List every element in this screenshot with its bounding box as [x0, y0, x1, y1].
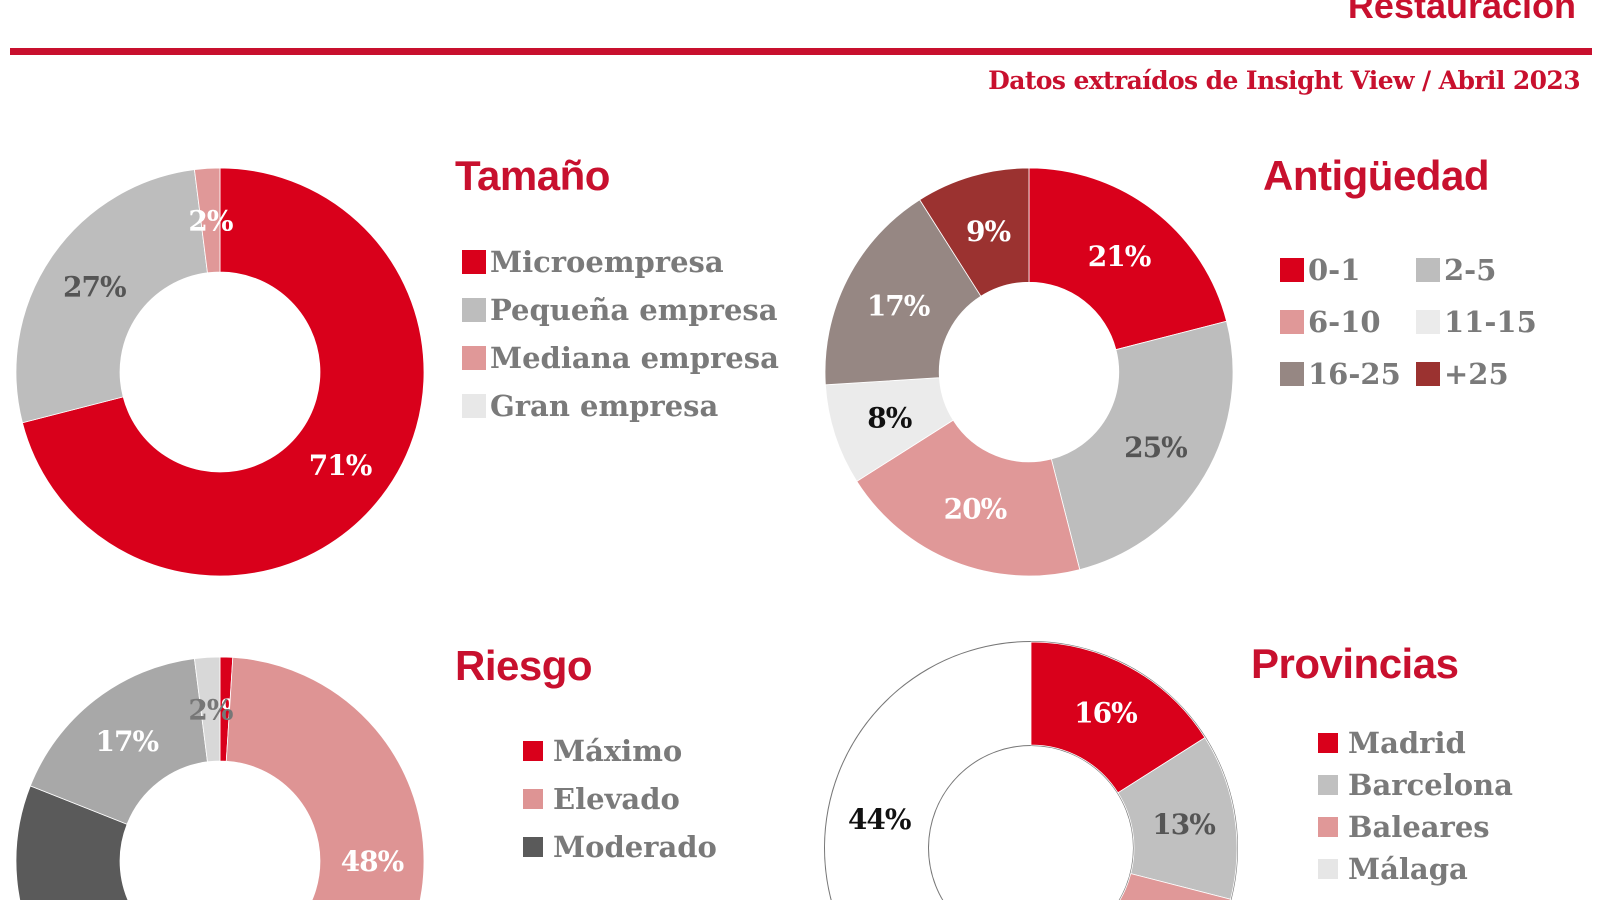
legend-item-0-1: 0-1 — [1280, 244, 1416, 296]
slice-moderado — [15, 785, 129, 900]
legend-swatch — [1416, 362, 1440, 386]
slice-microempresa — [21, 167, 425, 577]
page-title: Restauración — [1347, 0, 1576, 26]
legend-swatch — [462, 346, 486, 370]
slice-label-microempresa: 71% — [309, 449, 372, 482]
legend-item-baleares: Baleares — [1318, 806, 1513, 848]
legend-swatch — [1280, 362, 1304, 386]
chart-title-riesgo: Riesgo — [455, 642, 593, 689]
legend-label: Madrid — [1348, 726, 1466, 760]
legend-item-2-5: 2-5 — [1416, 244, 1552, 296]
legend-item-maximo: Máximo — [523, 727, 717, 775]
slice-label-6-10: 20% — [944, 493, 1007, 526]
legend-swatch — [1318, 859, 1338, 879]
donut-chart-tamano: 71% 27% 2% — [15, 167, 425, 577]
legend-label: Moderado — [553, 830, 717, 864]
legend-label: Microempresa — [490, 245, 724, 279]
legend-label: Elevado — [553, 782, 680, 816]
legend-item-moderado: Moderado — [523, 823, 717, 871]
legend-label: Barcelona — [1348, 768, 1513, 802]
slice-mediana-empresa — [193, 167, 221, 274]
legend-label: 16-25 — [1308, 357, 1401, 391]
chart-title-provincias: Provincias — [1251, 640, 1459, 687]
legend-swatch — [462, 298, 486, 322]
legend-label: 2-5 — [1444, 253, 1497, 287]
legend-swatch — [1280, 310, 1304, 334]
slice-label-25: 9% — [966, 215, 1010, 248]
slice-label-barcelona: 13% — [1152, 808, 1215, 841]
legend-item-malaga: Málaga — [1318, 848, 1513, 890]
legend-antiguedad: 0-1 2-5 6-10 11-15 16-25 +25 — [1280, 244, 1552, 400]
legend-swatch — [1280, 258, 1304, 282]
legend-swatch — [1416, 310, 1440, 334]
legend-swatch — [523, 741, 543, 761]
legend-label: Baleares — [1348, 810, 1490, 844]
donut-chart-provincias: 16% 13% 44% — [824, 641, 1238, 900]
legend-swatch — [1318, 775, 1338, 795]
legend-label: 6-10 — [1308, 305, 1381, 339]
legend-riesgo: Máximo Elevado Moderado — [523, 727, 717, 871]
legend-item-pequena-empresa: Pequeña empresa — [462, 286, 779, 334]
legend-item-6-10: 6-10 — [1280, 296, 1416, 348]
legend-item-gran-empresa: Gran empresa — [462, 382, 779, 430]
legend-swatch — [1318, 817, 1338, 837]
slice-label-pequena-empresa: 27% — [63, 271, 126, 304]
slice-pequena-empresa — [15, 169, 208, 424]
chart-title-tamano: Tamaño — [455, 152, 610, 199]
slice-label-bajo: 17% — [96, 725, 159, 758]
slice-label-0-1: 21% — [1088, 240, 1151, 273]
legend-swatch — [523, 789, 543, 809]
slice-2-5 — [1050, 320, 1234, 571]
source-subtitle: Datos extraídos de Insight View / Abril … — [988, 66, 1580, 95]
slice-madrid — [1030, 641, 1206, 794]
slice-minimo — [193, 656, 221, 763]
legend-item-elevado: Elevado — [523, 775, 717, 823]
slice-resto — [825, 642, 1031, 900]
legend-label: Máximo — [553, 734, 683, 768]
legend-swatch — [1416, 258, 1440, 282]
slice-16-25 — [824, 199, 982, 386]
slice-baleares — [1119, 873, 1232, 900]
slice-25 — [919, 167, 1030, 297]
slice-label-11-15: 8% — [867, 401, 911, 434]
slice-label-madrid: 16% — [1074, 697, 1137, 730]
header-divider — [10, 48, 1592, 55]
slice-label-elevado: 48% — [341, 845, 404, 878]
slice-0-1 — [1028, 167, 1228, 351]
slice-label-mediana-empresa: 2% — [188, 204, 232, 237]
slice-label-minimo: 2% — [188, 693, 232, 726]
legend-item-madrid: Madrid — [1318, 722, 1513, 764]
legend-label: 11-15 — [1444, 305, 1537, 339]
slice-barcelona — [1117, 737, 1238, 900]
legend-label: +25 — [1444, 357, 1509, 391]
legend-item-microempresa: Microempresa — [462, 238, 779, 286]
legend-label: Mediana empresa — [490, 341, 779, 375]
legend-label: 0-1 — [1308, 253, 1361, 287]
legend-label: Gran empresa — [490, 389, 719, 423]
legend-label: Pequeña empresa — [490, 293, 778, 327]
legend-swatch — [462, 250, 486, 274]
legend-label: Málaga — [1348, 852, 1468, 886]
donut-chart-antiguedad: 21% 25% 20% 8% 17% 9% — [824, 167, 1234, 577]
legend-tamano: Microempresa Pequeña empresa Mediana empre… — [462, 238, 779, 430]
legend-provincias: Madrid Barcelona Baleares Málaga — [1318, 722, 1513, 890]
slice-6-10 — [856, 419, 1081, 577]
legend-item-mediana-empresa: Mediana empresa — [462, 334, 779, 382]
legend-item-11-15: 11-15 — [1416, 296, 1552, 348]
slice-label-resto: 44% — [848, 803, 911, 836]
donut-chart-riesgo: 1%48%17%2% — [15, 656, 425, 900]
legend-swatch — [1318, 733, 1338, 753]
slice-bajo — [29, 658, 208, 825]
legend-item-16-25: 16-25 — [1280, 348, 1416, 400]
legend-item-25: +25 — [1416, 348, 1552, 400]
chart-title-antiguedad: Antigüedad — [1263, 152, 1489, 199]
legend-swatch — [462, 394, 486, 418]
slice-label-2-5: 25% — [1124, 431, 1187, 464]
slice-elevado — [225, 656, 425, 900]
slice-label-16-25: 17% — [867, 289, 930, 322]
legend-item-barcelona: Barcelona — [1318, 764, 1513, 806]
legend-swatch — [523, 837, 543, 857]
